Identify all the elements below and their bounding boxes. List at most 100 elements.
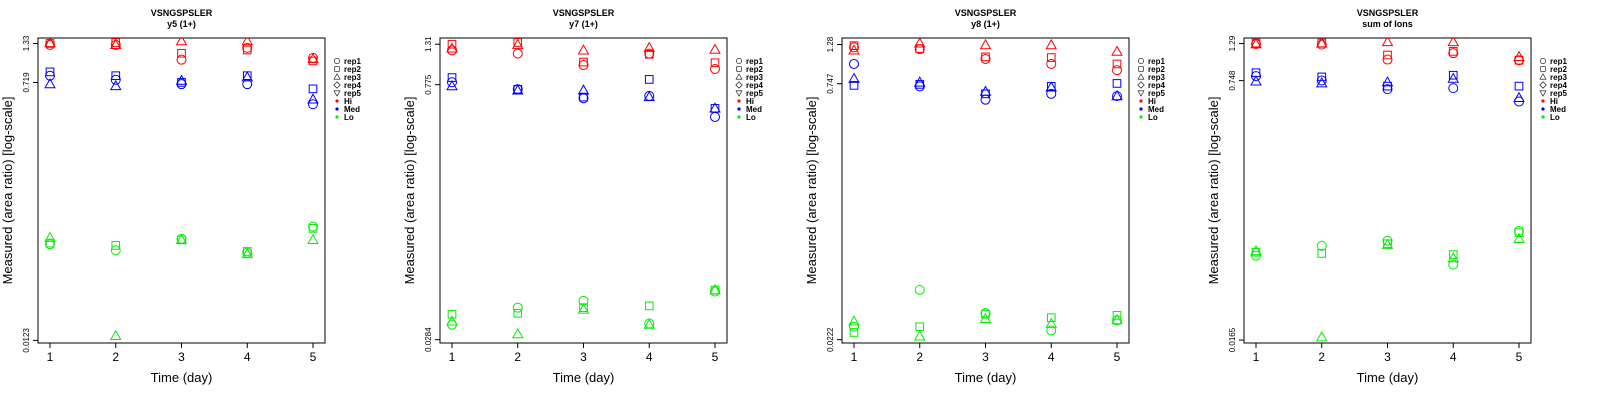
- legend-dot-hi: [737, 99, 741, 103]
- legend-marker-rep1: [1137, 57, 1144, 64]
- data-point-lo: [644, 301, 654, 311]
- data-point-lo: [849, 321, 859, 332]
- y-tick-label: 0.0123: [22, 328, 31, 353]
- data-point-med: [979, 85, 992, 96]
- data-point-hi: [1045, 38, 1058, 50]
- legend-dot-med: [1139, 107, 1143, 111]
- data-point-hi: [710, 58, 720, 68]
- data-point-lo: [44, 231, 56, 242]
- data-point-hi: [913, 38, 926, 48]
- data-point-lo: [308, 224, 318, 233]
- legend-marker-rep5: [735, 90, 743, 97]
- data-point-hi: [915, 44, 925, 53]
- y-tick-label: 0.0284: [424, 327, 433, 352]
- data-point-med: [1447, 72, 1460, 83]
- data-points: [446, 38, 721, 339]
- data-point-med: [849, 58, 859, 69]
- legend-dot-hi: [1541, 99, 1545, 103]
- legend-label-rep1: rep1: [1550, 57, 1567, 66]
- plot-frame: [439, 37, 728, 344]
- data-point-med: [848, 72, 860, 83]
- data-point-med: [1448, 83, 1459, 94]
- data-point-med: [511, 84, 524, 95]
- x-tick-label: 4: [646, 350, 653, 364]
- x-tick-label: 4: [244, 350, 251, 364]
- legend-marker-rep4: [735, 81, 743, 89]
- legend-marker-rep4: [1137, 81, 1145, 89]
- plot-frame: [841, 37, 1130, 344]
- data-point-hi: [512, 48, 523, 59]
- data-point-lo: [710, 286, 720, 297]
- data-point-med: [980, 94, 991, 105]
- data-point-lo: [511, 327, 524, 339]
- data-point-hi: [709, 43, 721, 54]
- data-point-hi: [849, 41, 859, 50]
- data-point-med: [710, 111, 720, 122]
- data-point-med: [1045, 81, 1058, 92]
- y-tick-label: 1.33: [22, 35, 31, 51]
- legend-dot-lo: [1541, 115, 1545, 119]
- data-point-med: [110, 74, 121, 85]
- data-point-hi: [109, 38, 122, 50]
- data-point-hi: [644, 49, 654, 59]
- data-point-med: [1514, 81, 1524, 91]
- data-point-med: [577, 84, 590, 95]
- data-point-hi: [511, 38, 524, 49]
- data-point-med: [1111, 89, 1123, 101]
- data-point-lo: [512, 302, 523, 313]
- data-point-lo: [1448, 250, 1458, 259]
- y-tick-label: 0.775: [424, 74, 433, 95]
- data-point-lo: [241, 247, 254, 259]
- data-point-lo: [1381, 238, 1394, 249]
- data-point-hi: [1111, 45, 1123, 56]
- x-axis-label: Time (day): [151, 370, 213, 385]
- data-point-med: [1250, 75, 1262, 86]
- data-point-lo: [110, 245, 121, 256]
- y-axis-label: Measured (area ratio) [log-scale]: [402, 97, 417, 285]
- data-point-lo: [45, 238, 55, 248]
- data-point-med: [1315, 77, 1328, 88]
- data-point-med: [1317, 72, 1327, 82]
- data-point-lo: [1448, 259, 1459, 270]
- data-point-hi: [45, 39, 55, 50]
- legend-marker-rep5: [1539, 90, 1547, 97]
- data-point-hi: [45, 39, 55, 48]
- legend-label-rep1: rep1: [746, 57, 763, 66]
- data-point-lo: [577, 303, 590, 314]
- legend-dot-hi: [1139, 99, 1143, 103]
- x-tick-label: 5: [712, 350, 719, 364]
- y-tick-label: 1.28: [826, 36, 835, 52]
- legend-label-rep1: rep1: [344, 57, 361, 66]
- legend-label-rep5: rep5: [1148, 89, 1165, 98]
- legend-dot-lo: [737, 115, 741, 119]
- data-point-med: [913, 76, 926, 87]
- data-point-hi: [1448, 47, 1458, 56]
- legend-label-rep5: rep5: [746, 89, 763, 98]
- data-point-med: [643, 90, 656, 102]
- legend-label-hi: Hi: [746, 97, 754, 106]
- data-point-lo: [1382, 235, 1393, 246]
- chart-subtitle: y7 (1+): [569, 19, 598, 29]
- legend-label-med: Med: [344, 105, 360, 114]
- data-point-lo: [709, 283, 721, 295]
- data-point-lo: [1046, 325, 1057, 336]
- x-tick-label: 5: [1516, 350, 1523, 364]
- legend-marker-rep2: [1540, 66, 1546, 72]
- data-point-hi: [577, 44, 590, 55]
- y-axis-label: Measured (area ratio) [log-scale]: [0, 97, 15, 285]
- x-tick-label: 2: [916, 350, 923, 364]
- data-point-med: [447, 77, 457, 88]
- legend-label-rep2: rep2: [344, 65, 361, 74]
- data-point-med: [307, 93, 319, 104]
- legend-dot-lo: [1139, 115, 1143, 119]
- data-point-med: [446, 80, 458, 91]
- data-point-lo: [1317, 249, 1327, 258]
- data-point-hi: [979, 38, 992, 50]
- data-point-lo: [981, 309, 990, 319]
- data-point-hi: [242, 45, 252, 55]
- data-point-med: [578, 93, 589, 104]
- data-point-hi: [242, 42, 253, 53]
